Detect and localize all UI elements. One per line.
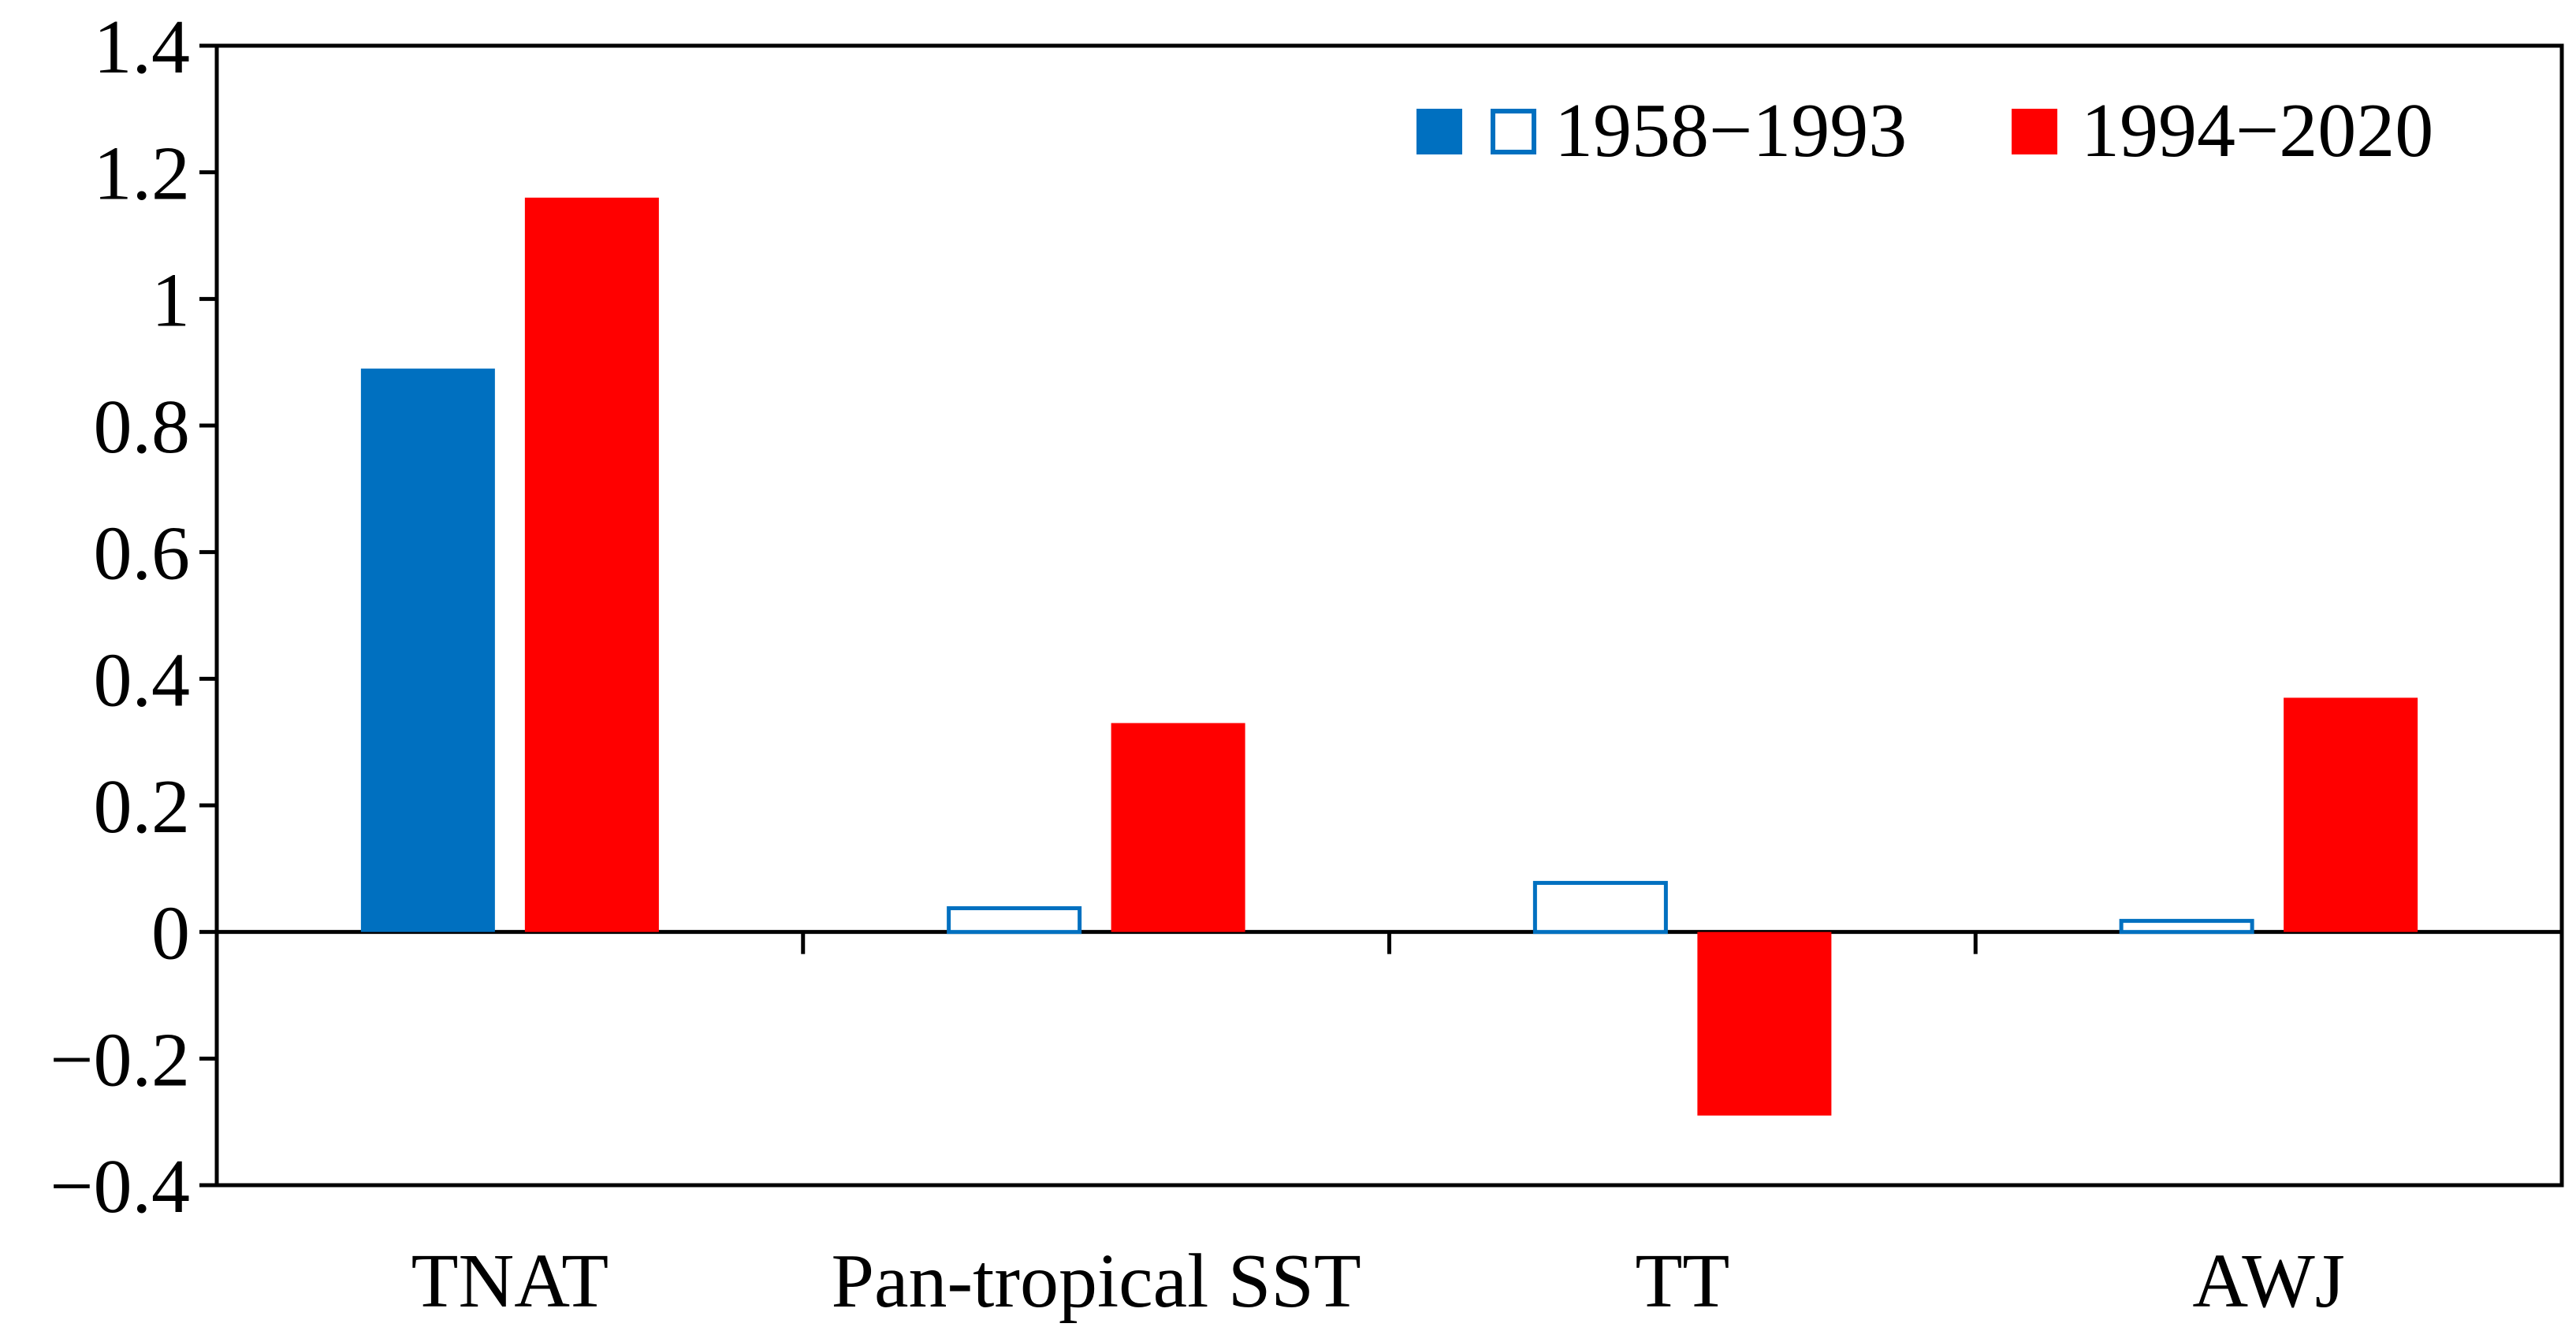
legend-swatch-series2 xyxy=(2012,109,2057,154)
bar-series2 xyxy=(1697,931,1832,1116)
bar-series2 xyxy=(2284,697,2418,932)
x-category-label: TNAT xyxy=(411,1239,609,1324)
y-tick-label: 1.2 xyxy=(94,132,191,217)
y-tick-label: 0 xyxy=(151,891,190,976)
bar-series1 xyxy=(947,906,1082,935)
bar-series1 xyxy=(360,368,495,932)
bar-series2 xyxy=(524,197,659,932)
y-tick-label: 0.8 xyxy=(94,385,191,470)
legend-label-series2: 1994−2020 xyxy=(2081,88,2433,173)
y-tick-label: 1.4 xyxy=(94,5,191,90)
x-category-label: AWJ xyxy=(2192,1239,2345,1324)
bar-series1 xyxy=(1532,880,1668,935)
legend-label-series1: 1958−1993 xyxy=(1554,88,1907,173)
x-category-label: TT xyxy=(1636,1239,1730,1324)
y-tick-label: 0.2 xyxy=(94,764,191,849)
bars xyxy=(360,197,2418,1116)
bar-series2 xyxy=(1111,723,1245,932)
y-axis: 1.4 1.2 1 0.8 0.6 0.4 0.2 0 −0.2 −0.4 xyxy=(50,5,217,1229)
legend-swatch-series1-outline xyxy=(1491,109,1536,154)
legend-swatch-series1-filled xyxy=(1416,109,1462,154)
y-tick-label: −0.4 xyxy=(50,1144,190,1229)
legend: 1958−1993 1994−2020 xyxy=(1416,88,2433,173)
y-tick-label: 1 xyxy=(151,258,190,343)
plot-area xyxy=(214,43,2564,1188)
bar-series1 xyxy=(2119,919,2254,935)
x-axis: TNAT Pan-tropical SST TT AWJ xyxy=(217,930,2562,1324)
y-tick-label: −0.2 xyxy=(50,1017,190,1102)
y-tick-label: 0.6 xyxy=(94,511,191,597)
x-category-label: Pan-tropical SST xyxy=(831,1239,1361,1324)
plot-frame xyxy=(214,43,2564,1188)
y-tick-label: 0.4 xyxy=(94,638,191,723)
